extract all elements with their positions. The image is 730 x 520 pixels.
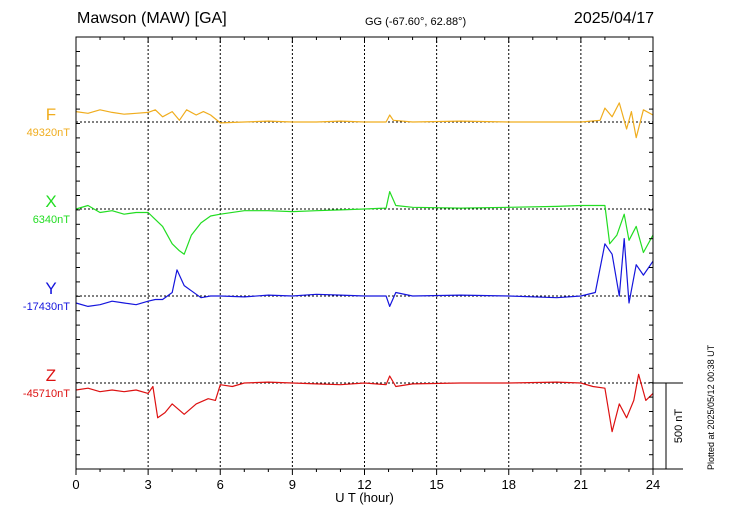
series-line-y: [75, 238, 654, 307]
station-title: Mawson (MAW) [GA]: [77, 10, 227, 27]
component-label-f: F: [45, 105, 57, 124]
series-line-x: [75, 191, 654, 255]
series-line-f: [75, 102, 654, 139]
baseline-label-z: -45710nT: [22, 388, 70, 400]
x-tick-label: 6: [217, 477, 224, 492]
scale-bar-label: 500 nT: [673, 409, 685, 444]
x-tick-label: 3: [145, 477, 152, 492]
x-tick-label: 0: [72, 477, 79, 492]
plot-date: 2025/04/17: [573, 10, 654, 27]
x-tick-label: 24: [646, 477, 660, 492]
grid-lines: [147, 37, 582, 469]
x-axis-label: U T (hour): [335, 490, 394, 505]
x-tick-label: 12: [357, 477, 371, 492]
x-tick-label: 15: [429, 477, 443, 492]
axis-ticks: 0 3 6 9 12 15 18 21 24: [72, 37, 660, 492]
x-tick-label: 9: [289, 477, 296, 492]
data-series: [75, 102, 654, 433]
x-tick-label: 18: [502, 477, 516, 492]
baseline-label-f: 49320nT: [26, 127, 70, 139]
x-tick-label: 21: [574, 477, 588, 492]
baseline-label-y: -17430nT: [22, 301, 70, 313]
scale-bar: 500 nT: [653, 382, 685, 470]
geographic-coordinates: GG (-67.60°, 62.88°): [365, 16, 467, 28]
series-line-z: [75, 373, 654, 433]
component-label-x: X: [45, 192, 57, 211]
baseline-label-x: 6340nT: [32, 214, 70, 226]
component-label-y: Y: [45, 279, 57, 298]
component-label-z: Z: [45, 366, 57, 385]
